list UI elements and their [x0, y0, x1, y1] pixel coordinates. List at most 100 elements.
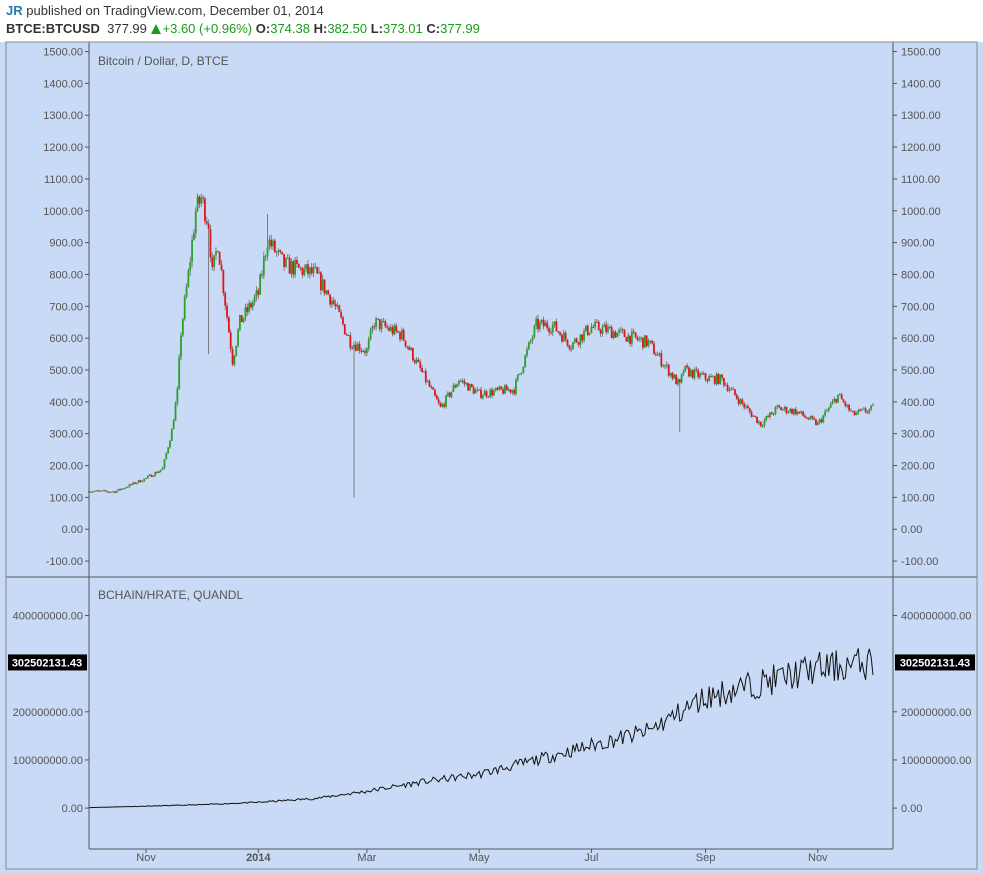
- candle-body: [331, 300, 333, 305]
- candle-body: [677, 379, 679, 385]
- candle-body: [446, 392, 449, 396]
- candle-body: [835, 398, 838, 403]
- candle-body: [209, 229, 212, 258]
- symbol: BTCE:BTCUSD: [6, 21, 100, 36]
- candle-body: [741, 399, 744, 404]
- candle-body: [842, 399, 845, 403]
- candle-body: [840, 394, 843, 400]
- candle-body: [343, 324, 346, 335]
- last-value-label-right: 302502131.43: [900, 657, 970, 669]
- candle-body: [831, 401, 834, 405]
- close-label: C:: [426, 21, 441, 36]
- candle-body: [723, 378, 725, 386]
- candle-body: [89, 491, 92, 493]
- candle-body: [513, 389, 516, 394]
- last-value-badge-left: [8, 654, 87, 671]
- candle-body: [706, 379, 709, 382]
- candle-body: [316, 267, 319, 274]
- candle-body: [505, 385, 508, 391]
- candle-body: [448, 392, 451, 397]
- candle-body: [318, 272, 320, 274]
- candle-body: [553, 321, 556, 325]
- candle-body: [667, 364, 670, 376]
- author-name[interactable]: JR: [6, 3, 23, 18]
- candle-body: [485, 391, 488, 397]
- candle-body: [178, 356, 181, 389]
- candle-body: [804, 415, 806, 418]
- candle-body: [618, 329, 620, 333]
- candle-body: [141, 481, 144, 483]
- candle-body: [669, 372, 672, 376]
- candle-body: [551, 324, 554, 333]
- price-tick-label: 1100.00: [44, 174, 83, 186]
- candle-body: [548, 328, 550, 333]
- candle-body: [734, 389, 736, 395]
- candle-body: [469, 383, 471, 391]
- candle-body: [769, 412, 771, 417]
- candle-body: [829, 404, 832, 408]
- candle-body: [527, 342, 530, 350]
- candle-body: [483, 391, 486, 396]
- candle-body: [250, 303, 252, 308]
- candle-body: [601, 327, 604, 334]
- candle-body: [303, 268, 306, 276]
- candle-body: [365, 348, 368, 353]
- candle-body: [704, 373, 707, 380]
- chart-frame: [5, 41, 978, 870]
- candle-body: [163, 459, 166, 469]
- candle-body: [452, 385, 455, 392]
- candle-body: [412, 348, 414, 361]
- candle-body: [686, 365, 689, 368]
- up-arrow-icon: [150, 24, 161, 34]
- candle-body: [93, 491, 96, 493]
- candle-body: [568, 345, 571, 349]
- candle-body: [586, 325, 589, 335]
- candle-body: [848, 404, 850, 411]
- candle-body: [494, 387, 497, 391]
- candle-body: [730, 388, 733, 390]
- candle-body: [872, 405, 874, 407]
- price-tick-label: 1300.00: [43, 110, 83, 122]
- candle-body: [625, 337, 628, 342]
- candle-body: [358, 343, 361, 351]
- hashrate-series: [88, 648, 874, 809]
- candle-body: [115, 490, 118, 493]
- candle-body: [724, 384, 727, 386]
- candle-body: [121, 488, 124, 490]
- candle-body: [638, 338, 641, 340]
- candle-body: [597, 321, 600, 331]
- publish-text: published on TradingView.com, December 0…: [26, 3, 324, 18]
- candle-body: [833, 398, 836, 402]
- candle-body: [756, 416, 758, 424]
- hr-tick-label: 100000000.00: [13, 755, 83, 767]
- candle-body: [378, 319, 381, 330]
- candle-body: [371, 326, 374, 331]
- candle-body: [542, 319, 545, 327]
- candle-body: [857, 409, 860, 414]
- candle-body: [146, 475, 149, 478]
- candle-body: [745, 406, 747, 408]
- candle-body: [498, 386, 501, 390]
- candle-body: [809, 416, 812, 420]
- candle-body: [770, 412, 773, 415]
- candle-body: [476, 389, 479, 391]
- price-tick-label-right: 1000.00: [901, 206, 941, 218]
- candle-body: [277, 250, 280, 252]
- candle-body: [272, 240, 274, 247]
- candle-body: [772, 413, 775, 415]
- candle-body: [301, 267, 304, 276]
- candle-body: [347, 335, 350, 337]
- price-tick-label-right: 1300.00: [901, 110, 941, 122]
- candle-body: [533, 325, 536, 338]
- candle-body: [651, 340, 654, 344]
- candle-body: [826, 410, 828, 412]
- candle-body: [150, 474, 153, 477]
- candle-body: [170, 429, 173, 442]
- low-label: L:: [370, 21, 383, 36]
- price-tick-label: 100.00: [49, 492, 83, 504]
- candle-body: [294, 259, 297, 275]
- candle-body: [855, 413, 858, 415]
- candle-body: [614, 331, 617, 338]
- candle-body: [511, 389, 514, 393]
